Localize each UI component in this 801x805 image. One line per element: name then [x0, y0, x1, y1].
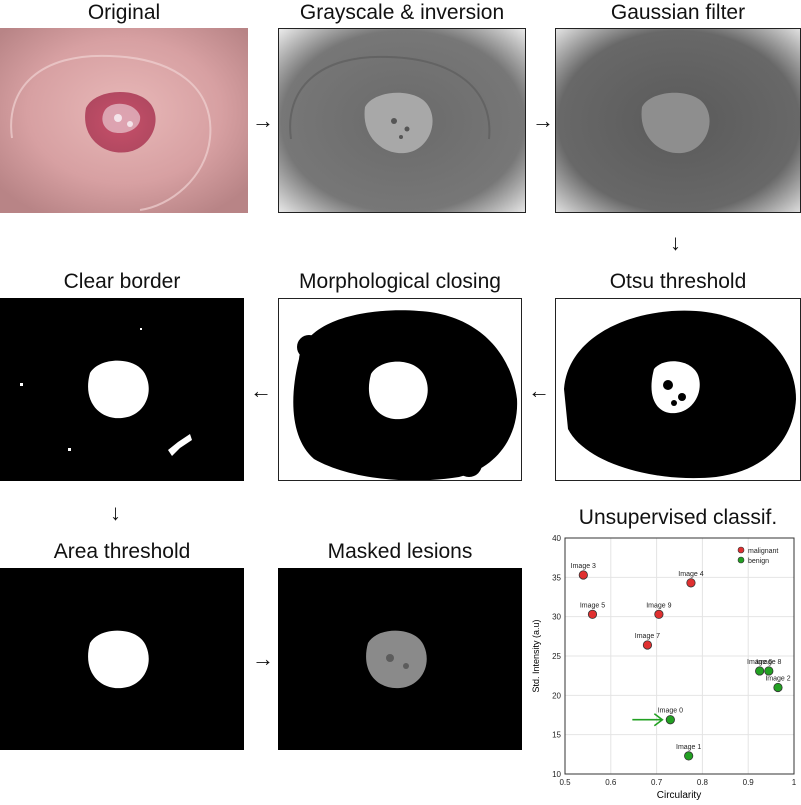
legend-label-malignant: malignant	[748, 548, 778, 555]
grayscale-image	[278, 28, 526, 213]
x-tick-label: 0.5	[559, 778, 571, 787]
y-axis-label: Std. Intensity (a.u)	[531, 619, 541, 692]
legend-marker-benign	[737, 556, 745, 564]
arrow-right-2: →	[532, 108, 554, 133]
otsu-image	[555, 298, 801, 481]
step-title-masked: Masked lesions	[327, 540, 473, 563]
x-tick-label: 0.6	[605, 778, 617, 787]
x-tick-label: 0.7	[651, 778, 663, 787]
original-image	[0, 28, 248, 213]
step-title-classif: Unsupervised classif.	[578, 506, 778, 529]
data-point-malignant	[642, 640, 653, 650]
data-point-label: Image 4	[678, 571, 703, 578]
y-tick-label: 25	[552, 652, 561, 661]
clear-border-image	[0, 298, 244, 481]
area-threshold-image	[0, 568, 244, 750]
data-point-benign	[755, 666, 765, 676]
step-title-area: Area threshold	[53, 540, 191, 563]
data-point-benign	[773, 682, 783, 693]
masked-lesions-image	[278, 568, 522, 750]
step-title-original: Original	[87, 1, 161, 24]
data-point-malignant	[654, 609, 664, 619]
arrow-right-3: →	[252, 646, 274, 671]
x-tick-label: 0.9	[743, 778, 755, 787]
step-title-gaussian: Gaussian filter	[610, 1, 746, 24]
step-title-clear-border: Clear border	[63, 270, 181, 293]
y-tick-label: 30	[552, 613, 561, 622]
x-tick-label: 1	[792, 778, 797, 787]
data-point-malignant	[578, 570, 588, 580]
data-point-benign	[764, 666, 774, 676]
data-point-label: Image 0	[658, 708, 683, 715]
step-title-otsu: Otsu threshold	[609, 270, 747, 293]
data-point-malignant	[686, 578, 696, 588]
data-point-label: Image 3	[571, 563, 596, 570]
data-point-label: Image 9	[646, 602, 671, 609]
plot-frame	[564, 537, 795, 775]
data-point-label: Image 2	[765, 675, 790, 682]
legend-marker-malignant	[737, 546, 745, 554]
y-tick-label: 15	[552, 731, 561, 740]
data-point-benign	[665, 715, 675, 725]
arrow-right-1: →	[252, 108, 274, 133]
closing-image	[278, 298, 522, 481]
gaussian-image	[555, 28, 801, 213]
data-point-label: Image 8	[756, 659, 781, 666]
y-tick-label: 40	[552, 534, 561, 543]
data-point-malignant	[587, 609, 598, 619]
classification-chart: 0.5 0.6 0.7 0.8 0.9 1 10 15 20 25 30 35 40 Circulari…	[527, 532, 801, 801]
x-axis-label: Circularity	[657, 790, 701, 800]
arrow-down-1: ↓	[670, 230, 681, 255]
data-point-label: Image 7	[635, 633, 660, 640]
step-title-closing: Morphological closing	[299, 270, 501, 293]
arrow-left-1: ←	[250, 378, 272, 403]
data-point-label: Image 6	[747, 659, 772, 666]
step-title-grayscale: Grayscale & inversion	[299, 1, 505, 24]
y-tick-label: 10	[552, 770, 561, 779]
arrow-left-2: ←	[528, 378, 550, 403]
legend-label-benign: benign	[748, 558, 769, 565]
x-tick-label: 0.8	[697, 778, 709, 787]
arrow-down-2: ↓	[110, 500, 121, 525]
data-point-benign	[684, 751, 694, 761]
annotation-arrow-head	[653, 713, 664, 727]
data-point-label: Image 1	[676, 744, 701, 751]
y-tick-label: 20	[552, 691, 561, 700]
data-point-label: Image 5	[580, 602, 605, 609]
y-tick-label: 35	[552, 573, 561, 582]
